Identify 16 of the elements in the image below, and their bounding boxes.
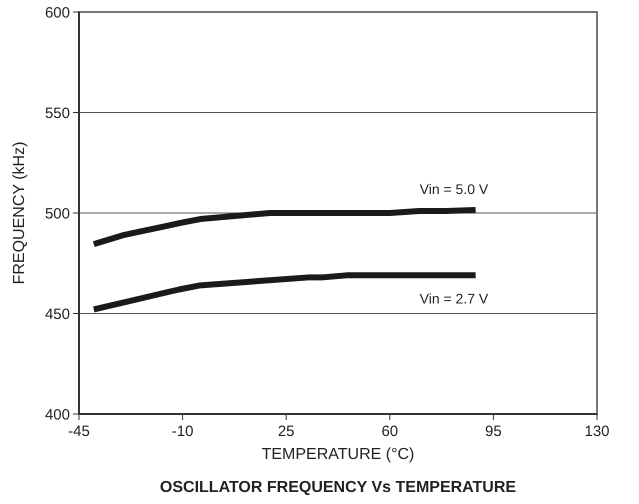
x-tick-label: -45 bbox=[68, 423, 90, 440]
y-tick-label: 400 bbox=[44, 406, 70, 424]
y-tick-label: 450 bbox=[44, 306, 70, 323]
y-tick-label: 500 bbox=[44, 205, 70, 222]
y-axis-title: FREQUENCY (kHz) bbox=[11, 142, 28, 284]
x-tick-label: 130 bbox=[584, 423, 610, 440]
x-tick-label: -10 bbox=[172, 423, 194, 440]
x-tick-label: 60 bbox=[381, 423, 398, 440]
x-tick-label: 25 bbox=[278, 423, 295, 440]
series-label: Vin = 5.0 V bbox=[420, 180, 489, 197]
y-tick-label: 600 bbox=[44, 4, 70, 22]
y-tick-label: 550 bbox=[44, 104, 70, 122]
x-tick-label: 95 bbox=[485, 423, 502, 440]
x-axis-title: TEMPERATURE (°C) bbox=[262, 446, 414, 463]
series-label: Vin = 2.7 V bbox=[420, 290, 489, 306]
text: OSCILLATOR FREQUENCY Vs TEMPERATURE bbox=[160, 479, 516, 496]
